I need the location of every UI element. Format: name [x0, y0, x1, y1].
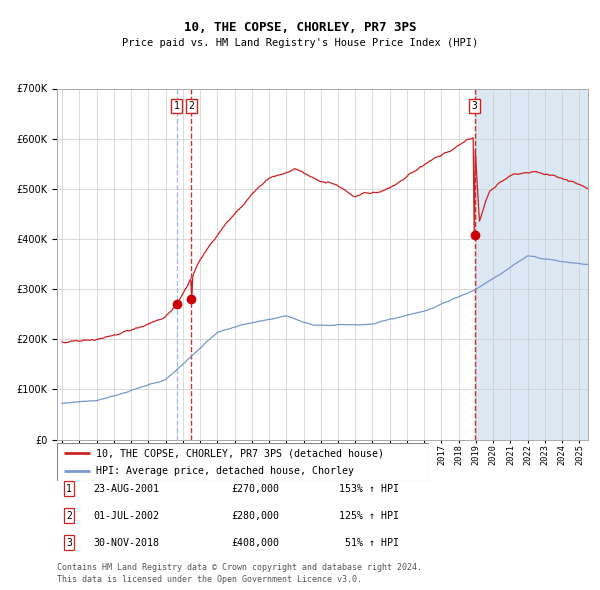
Text: 10, THE COPSE, CHORLEY, PR7 3PS (detached house): 10, THE COPSE, CHORLEY, PR7 3PS (detache…: [96, 448, 384, 458]
Text: 2: 2: [188, 101, 194, 111]
Text: 30-NOV-2018: 30-NOV-2018: [93, 538, 159, 548]
Text: £408,000: £408,000: [231, 538, 279, 548]
Text: 51% ↑ HPI: 51% ↑ HPI: [339, 538, 399, 548]
FancyBboxPatch shape: [57, 442, 429, 481]
Text: 23-AUG-2001: 23-AUG-2001: [93, 484, 159, 493]
Text: 10, THE COPSE, CHORLEY, PR7 3PS: 10, THE COPSE, CHORLEY, PR7 3PS: [184, 21, 416, 34]
Text: Contains HM Land Registry data © Crown copyright and database right 2024.: Contains HM Land Registry data © Crown c…: [57, 563, 422, 572]
Text: 125% ↑ HPI: 125% ↑ HPI: [339, 511, 399, 520]
Text: £280,000: £280,000: [231, 511, 279, 520]
Bar: [475, 88, 588, 440]
Text: This data is licensed under the Open Government Licence v3.0.: This data is licensed under the Open Gov…: [57, 575, 362, 584]
Text: HPI: Average price, detached house, Chorley: HPI: Average price, detached house, Chor…: [96, 466, 354, 476]
Text: 3: 3: [472, 101, 478, 111]
Text: £270,000: £270,000: [231, 484, 279, 493]
Text: 1: 1: [174, 101, 179, 111]
Text: Price paid vs. HM Land Registry's House Price Index (HPI): Price paid vs. HM Land Registry's House …: [122, 38, 478, 48]
Text: 153% ↑ HPI: 153% ↑ HPI: [339, 484, 399, 493]
Text: 3: 3: [66, 538, 72, 548]
Text: 01-JUL-2002: 01-JUL-2002: [93, 511, 159, 520]
Text: 2: 2: [66, 511, 72, 520]
Text: 1: 1: [66, 484, 72, 493]
